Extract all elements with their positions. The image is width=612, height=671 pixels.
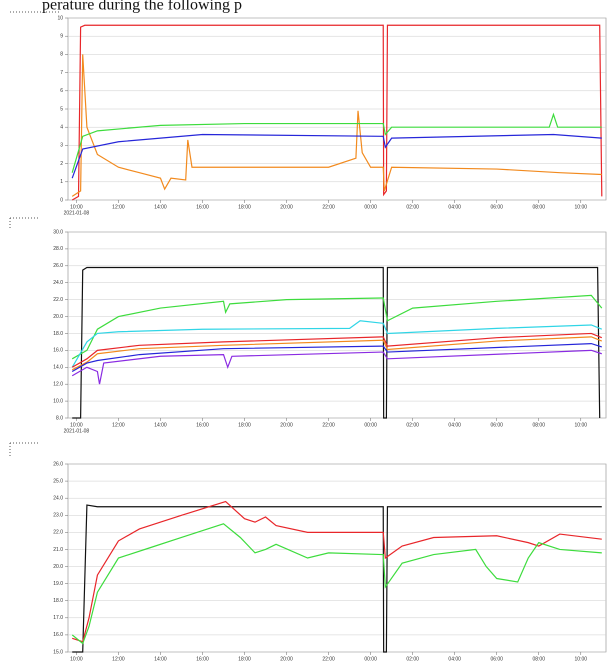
x-tick-label: 00:00 xyxy=(364,656,377,662)
x-tick-label: 22:00 xyxy=(322,656,335,662)
y-tick-label: 20.0 xyxy=(53,564,63,570)
y-tick-label: 24.0 xyxy=(53,496,63,502)
x-tick-label: 08:00 xyxy=(532,422,545,428)
series-line xyxy=(71,523,602,645)
plot-area xyxy=(67,463,607,653)
x-tick-label: 12:00 xyxy=(112,422,125,428)
x-tick-label: 00:00 xyxy=(364,422,377,428)
y-tick-label: 20.0 xyxy=(53,314,63,320)
x-tick-label: 20:00 xyxy=(280,422,293,428)
x-tick-label: 16:00 xyxy=(196,422,209,428)
plot-area xyxy=(67,231,607,419)
x-tick-label: 12:00 xyxy=(112,204,125,210)
x-tick-label: 14:00 xyxy=(154,422,167,428)
x-tick-label: 04:00 xyxy=(448,204,461,210)
x-tick-label: 16:00 xyxy=(196,204,209,210)
y-tick-label: 5 xyxy=(60,106,63,112)
date-label: 2021-01-08 xyxy=(64,428,90,434)
y-tick-label: 26.0 xyxy=(53,263,63,269)
series-line xyxy=(71,294,603,360)
y-tick-label: 0 xyxy=(60,197,63,203)
y-tick-label: 2 xyxy=(60,161,63,167)
y-tick-label: 28.0 xyxy=(53,246,63,252)
y-tick-label: 17.0 xyxy=(53,615,63,621)
x-tick-label: 04:00 xyxy=(448,422,461,428)
y-tick-label: 24.0 xyxy=(53,280,63,286)
date-label: 2021-01-08 xyxy=(64,210,90,216)
y-tick-label: 9 xyxy=(60,34,63,40)
caption: perature during the following p xyxy=(42,0,242,14)
y-tick-label: 3 xyxy=(60,143,63,149)
series-line xyxy=(71,54,602,197)
y-tick-label: 19.0 xyxy=(53,581,63,587)
y-tick-label: 30.0 xyxy=(53,229,63,235)
series-line xyxy=(71,332,603,368)
x-tick-label: 18:00 xyxy=(238,204,251,210)
y-tick-label: 22.0 xyxy=(53,297,63,303)
y-tick-label: 18.0 xyxy=(53,331,63,337)
y-tick-label: 6 xyxy=(60,88,63,94)
y-tick-label: 14.0 xyxy=(53,365,63,371)
y-tick-label: 10 xyxy=(57,15,63,21)
series-line xyxy=(72,500,602,643)
x-tick-label: 06:00 xyxy=(490,204,503,210)
y-tick-label: 23.0 xyxy=(53,513,63,519)
x-tick-label: 04:00 xyxy=(448,656,461,662)
y-tick-label: 7 xyxy=(60,70,63,76)
y-tick-label: 15.0 xyxy=(53,649,63,655)
x-tick-label: 22:00 xyxy=(322,422,335,428)
y-tick-label: 21.0 xyxy=(53,547,63,553)
y-tick-label: 16.0 xyxy=(53,348,63,354)
x-tick-label: 12:00 xyxy=(112,656,125,662)
series-line xyxy=(71,320,603,368)
series-line xyxy=(71,112,602,173)
x-tick-label: 02:00 xyxy=(406,656,419,662)
x-tick-label: 10:00 xyxy=(70,422,83,428)
x-tick-label: 02:00 xyxy=(406,204,419,210)
x-tick-label: 10:00 xyxy=(575,204,588,210)
x-tick-label: 20:00 xyxy=(280,656,293,662)
series-line xyxy=(71,133,602,179)
series-line xyxy=(71,336,603,371)
x-tick-label: 10:00 xyxy=(575,656,588,662)
x-tick-label: 10:00 xyxy=(575,422,588,428)
y-tick-label: 10.0 xyxy=(53,398,63,404)
y-tick-label: 8 xyxy=(60,52,63,58)
y-tick-label: 16.0 xyxy=(53,632,63,638)
x-tick-label: 08:00 xyxy=(532,204,545,210)
x-tick-label: 06:00 xyxy=(490,422,503,428)
y-tick-label: 18.0 xyxy=(53,598,63,604)
x-tick-label: 14:00 xyxy=(154,204,167,210)
y-tick-label: 12.0 xyxy=(53,382,63,388)
x-tick-label: 06:00 xyxy=(490,656,503,662)
x-tick-label: 10:00 xyxy=(70,656,83,662)
series-line xyxy=(71,349,602,385)
series-line xyxy=(71,24,603,201)
series-line xyxy=(72,504,602,653)
x-tick-label: 22:00 xyxy=(322,204,335,210)
y-tick-label: 8.0 xyxy=(56,415,63,421)
x-tick-label: 18:00 xyxy=(238,422,251,428)
y-tick-label: 26.0 xyxy=(53,461,63,467)
series-line xyxy=(71,342,602,373)
y-tick-label: 25.0 xyxy=(53,478,63,484)
x-tick-label: 16:00 xyxy=(196,656,209,662)
x-tick-label: 02:00 xyxy=(406,422,419,428)
y-tick-label: 4 xyxy=(60,125,63,131)
x-tick-label: 10:00 xyxy=(70,204,83,210)
x-tick-label: 00:00 xyxy=(364,204,377,210)
y-tick-label: 1 xyxy=(60,179,63,185)
y-tick-label: 22.0 xyxy=(53,530,63,536)
x-tick-label: 20:00 xyxy=(280,204,293,210)
x-tick-label: 08:00 xyxy=(532,656,545,662)
x-tick-label: 18:00 xyxy=(238,656,251,662)
series-line xyxy=(72,266,601,419)
x-tick-label: 14:00 xyxy=(154,656,167,662)
